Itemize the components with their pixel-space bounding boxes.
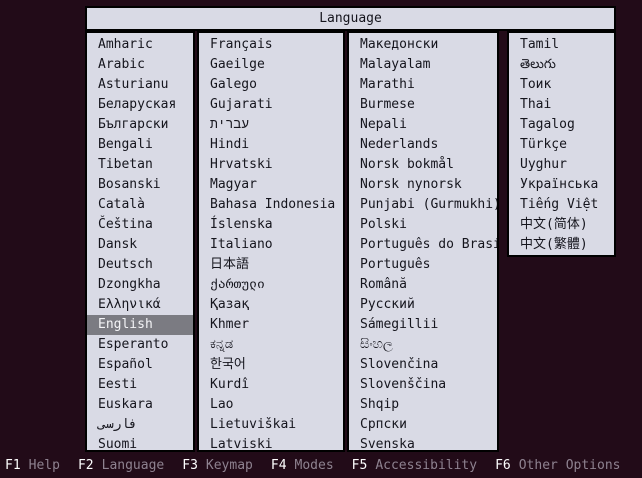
language-item[interactable]: Norsk bokmål [360,157,454,172]
language-item[interactable]: Tibetan [98,157,153,172]
language-item[interactable]: Српски [360,417,407,432]
language-item[interactable]: Punjabi (Gurmukhi) [360,197,497,212]
language-item[interactable]: Ελληνικά [98,297,161,312]
fkey-label: Keymap [205,457,253,473]
fkey-modes[interactable]: F4 Modes [271,458,334,473]
fkey-keymap[interactable]: F3 Keymap [182,458,253,473]
language-item[interactable]: Türkçe [520,137,567,152]
language-item[interactable]: Dzongkha [98,277,161,292]
fkey-number: F1 [5,457,21,473]
language-item[interactable]: Slovenčina [360,357,439,372]
language-column-1: Amharic Arabic Asturianu Беларуская Българск… [85,31,195,452]
language-item[interactable]: ಕನ್ನಡ [210,337,234,352]
language-item[interactable]: Español [98,357,153,372]
language-item[interactable]: Euskara [98,397,153,412]
fkey-label: Modes [294,457,334,473]
language-item[interactable]: Íslenska [210,217,273,232]
language-item[interactable]: Nederlands [360,137,439,152]
language-item[interactable]: Italiano [210,237,273,252]
dialog-title-text: Language [319,11,382,26]
language-item[interactable]: Bahasa Indonesia [210,197,336,212]
language-item[interactable]: Svenska [360,437,415,452]
language-item[interactable]: 中文(简体) [520,217,588,232]
language-item[interactable]: Arabic [98,57,145,72]
language-item[interactable]: Sámegillii [360,317,439,332]
language-item[interactable]: Latviski [210,437,273,452]
language-item[interactable]: Македонски [360,37,439,52]
language-item[interactable]: Suomi [98,437,138,452]
language-item[interactable]: Nepali [360,117,407,132]
language-item[interactable]: Українська [520,177,599,192]
function-key-bar: F1 Help F2 Language F3 Keymap F4 Modes F5 Accessi… [0,452,642,478]
language-item[interactable]: Қазақ [210,297,250,312]
fkey-label: Other Options [518,457,621,473]
language-item[interactable]: Kurdî [210,377,250,392]
language-item[interactable]: Română [360,277,407,292]
fkey-label: Help [28,457,60,473]
language-item[interactable]: Тоик [520,77,552,92]
language-item[interactable]: Khmer [210,317,250,332]
language-item[interactable]: Gujarati [210,97,273,112]
language-item[interactable]: Français [210,37,273,52]
language-item[interactable]: Hrvatski [210,157,273,172]
language-column-3: Македонски Malayalam Marathi Burmese Nepali N… [347,31,499,452]
language-item[interactable]: فارسی [98,417,138,432]
language-item[interactable]: Burmese [360,97,415,112]
language-item[interactable]: Esperanto [98,337,169,352]
language-item[interactable]: Uyghur [520,157,567,172]
language-item[interactable]: తెలుగు [520,57,556,72]
fkey-accessibility[interactable]: F5 Accessibility [352,458,477,473]
language-item[interactable]: Hindi [210,137,250,152]
language-item[interactable]: Tagalog [520,117,575,132]
language-item[interactable]: Thai [520,97,552,112]
language-item[interactable]: Shqip [360,397,400,412]
fkey-label: Language [101,457,165,473]
language-item[interactable]: Magyar [210,177,257,192]
fkey-number: F3 [182,457,198,473]
fkey-number: F2 [77,457,94,473]
language-item[interactable]: Български [98,117,169,132]
fkey-language[interactable]: F2 Language [78,458,164,473]
language-item[interactable]: Беларуская [98,97,177,112]
language-item[interactable]: ქართული [210,277,265,292]
language-item[interactable]: Galego [210,77,257,92]
language-item[interactable]: Dansk [98,237,138,252]
language-item[interactable]: Norsk nynorsk [360,177,462,192]
language-item[interactable]: සිංහල [360,337,393,352]
language-item-selected[interactable]: English [87,315,193,335]
language-item[interactable]: Čeština [98,217,153,232]
language-item[interactable]: Polski [360,217,407,232]
language-item[interactable]: Bengali [98,137,153,152]
language-item[interactable]: Eesti [98,377,138,392]
language-item[interactable]: Bosanski [98,177,161,192]
language-item[interactable]: 日本語 [210,257,250,272]
language-item[interactable]: Tiếng Việt [520,197,599,212]
language-item[interactable]: Marathi [360,77,415,92]
language-item[interactable]: Amharic [98,37,153,52]
fkey-number: F4 [270,457,287,473]
language-item[interactable]: 한국어 [210,357,246,372]
language-item[interactable]: Deutsch [98,257,153,272]
language-item[interactable]: עברית [210,117,250,132]
fkey-help[interactable]: F1 Help [5,458,60,473]
language-item[interactable]: Português [360,257,431,272]
language-column-2: Français Gaeilge Galego Gujarati עברית Hindi H… [197,31,345,452]
fkey-number: F6 [495,457,511,473]
language-item[interactable]: Tamil [520,37,560,52]
language-item[interactable]: Català [98,197,145,212]
fkey-number: F5 [351,457,368,473]
language-item[interactable]: Português do Brasil [360,237,497,252]
fkey-other-options[interactable]: F6 Other Options [495,458,620,473]
language-item[interactable]: Asturianu [98,77,169,92]
language-item[interactable]: Lao [210,397,234,412]
language-item[interactable]: Lietuviškai [210,417,297,432]
language-item[interactable]: 中文(繁體) [520,237,588,252]
language-dialog-title: Language [85,6,616,31]
language-item[interactable]: Slovenščina [360,377,447,392]
language-column-4: Tamil తెలుగు Тоик Thai Tagalog Türkçe Uyghur Ук… [507,31,616,257]
fkey-label: Accessibility [375,457,478,473]
language-item[interactable]: Gaeilge [210,57,265,72]
language-item[interactable]: Malayalam [360,57,431,72]
language-item[interactable]: Русский [360,297,415,312]
